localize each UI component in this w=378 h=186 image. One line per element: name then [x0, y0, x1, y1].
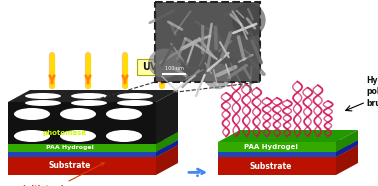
Polygon shape: [8, 102, 156, 144]
Ellipse shape: [14, 108, 50, 120]
Polygon shape: [218, 145, 358, 157]
Text: Substrate: Substrate: [49, 161, 91, 171]
Polygon shape: [218, 157, 336, 175]
Polygon shape: [156, 90, 178, 144]
Text: Initiator layer: Initiator layer: [23, 163, 104, 186]
Polygon shape: [8, 140, 178, 152]
Polygon shape: [218, 130, 358, 142]
Ellipse shape: [71, 100, 107, 106]
Text: photomask: photomask: [42, 131, 86, 137]
Ellipse shape: [117, 100, 153, 106]
Ellipse shape: [25, 93, 61, 99]
Text: UV: UV: [142, 62, 158, 72]
Polygon shape: [156, 140, 178, 157]
Ellipse shape: [14, 130, 50, 142]
Polygon shape: [218, 152, 336, 157]
Text: Substrate: Substrate: [250, 162, 292, 171]
Ellipse shape: [25, 100, 61, 106]
Ellipse shape: [148, 49, 181, 78]
Polygon shape: [156, 145, 178, 175]
Ellipse shape: [71, 93, 107, 99]
Text: 100 nm: 100 nm: [164, 66, 183, 71]
Text: Hydrophobic
polymer
brushes: Hydrophobic polymer brushes: [366, 76, 378, 108]
Polygon shape: [336, 145, 358, 175]
Ellipse shape: [200, 32, 223, 52]
Polygon shape: [8, 144, 156, 152]
Ellipse shape: [117, 93, 153, 99]
Ellipse shape: [106, 108, 142, 120]
Polygon shape: [8, 90, 178, 102]
Polygon shape: [156, 132, 178, 152]
FancyBboxPatch shape: [137, 59, 163, 75]
Text: PAA Hydrogel: PAA Hydrogel: [46, 145, 94, 150]
Polygon shape: [336, 140, 358, 157]
Ellipse shape: [60, 130, 96, 142]
Ellipse shape: [60, 108, 96, 120]
Polygon shape: [218, 142, 336, 152]
FancyBboxPatch shape: [155, 2, 260, 82]
Polygon shape: [8, 132, 178, 144]
Ellipse shape: [232, 3, 266, 37]
Polygon shape: [8, 157, 156, 175]
Text: PAA Hydrogel: PAA Hydrogel: [244, 145, 298, 150]
Ellipse shape: [106, 130, 142, 142]
Polygon shape: [336, 130, 358, 152]
Ellipse shape: [204, 63, 231, 89]
Polygon shape: [8, 152, 156, 157]
Ellipse shape: [210, 57, 241, 73]
Polygon shape: [218, 140, 358, 152]
Polygon shape: [8, 145, 178, 157]
